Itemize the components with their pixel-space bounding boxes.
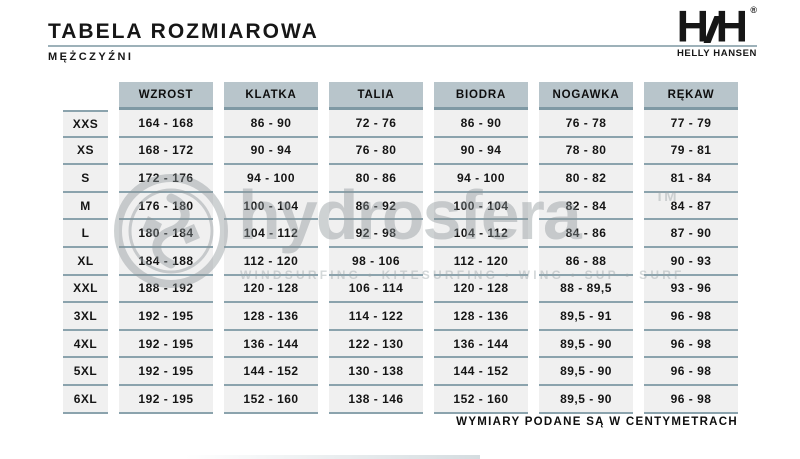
- row-size-label: S: [63, 165, 108, 193]
- registered-trademark-icon: ®: [750, 5, 757, 15]
- size-cell: 112 - 120: [434, 247, 528, 276]
- size-cell: 89,5 - 90: [539, 358, 633, 386]
- size-cell: 77 - 79: [644, 110, 738, 138]
- row-size-label: 5XL: [63, 358, 108, 386]
- size-cell: 144 - 152: [224, 358, 318, 386]
- row-size-label: XXL: [63, 275, 108, 304]
- size-cell: 94 - 100: [434, 165, 528, 193]
- size-cell: 144 - 152: [434, 358, 528, 386]
- page-subtitle: MĘŻCZYŹNI: [48, 51, 134, 63]
- size-cell: 96 - 98: [644, 358, 738, 386]
- row-size-label: XXS: [63, 110, 108, 138]
- size-cell: 192 - 195: [119, 303, 213, 331]
- size-cell: 89,5 - 90: [539, 330, 633, 359]
- size-cell: 76 - 80: [329, 137, 423, 166]
- size-cell: 164 - 168: [119, 110, 213, 138]
- table-corner: [63, 82, 108, 110]
- size-cell: 98 - 106: [329, 247, 423, 276]
- size-cell: 86 - 92: [329, 192, 423, 221]
- size-cell: 92 - 98: [329, 220, 423, 248]
- size-cell: 84 - 87: [644, 192, 738, 221]
- size-cell: 104 - 112: [224, 220, 318, 248]
- size-cell: 76 - 78: [539, 110, 633, 138]
- size-cell: 152 - 160: [434, 385, 528, 414]
- size-cell: 192 - 195: [119, 385, 213, 414]
- size-cell: 120 - 128: [434, 275, 528, 304]
- size-cell: 94 - 100: [224, 165, 318, 193]
- page-title: TABELA ROZMIAROWA: [48, 20, 319, 43]
- size-cell: 80 - 82: [539, 165, 633, 193]
- row-size-label: M: [63, 192, 108, 221]
- size-cell: 86 - 88: [539, 247, 633, 276]
- size-cell: 122 - 130: [329, 330, 423, 359]
- size-cell: 84 - 86: [539, 220, 633, 248]
- size-cell: 184 - 188: [119, 247, 213, 276]
- brand-name: HELLY HANSEN: [676, 48, 757, 59]
- size-cell: 120 - 128: [224, 275, 318, 304]
- title-divider: [48, 45, 757, 47]
- size-cell: 138 - 146: [329, 385, 423, 414]
- size-cell: 112 - 120: [224, 247, 318, 276]
- size-cell: 90 - 94: [224, 137, 318, 166]
- size-cell: 79 - 81: [644, 137, 738, 166]
- column-header: NOGAWKA: [539, 82, 633, 110]
- size-cell: 90 - 93: [644, 247, 738, 276]
- column-header: TALIA: [329, 82, 423, 110]
- size-cell: 80 - 86: [329, 165, 423, 193]
- size-cell: 93 - 96: [644, 275, 738, 304]
- column-header: RĘKAW: [644, 82, 738, 110]
- size-cell: 130 - 138: [329, 358, 423, 386]
- size-cell: 172 - 176: [119, 165, 213, 193]
- row-size-label: XL: [63, 247, 108, 276]
- size-cell: 96 - 98: [644, 330, 738, 359]
- row-size-label: 6XL: [63, 385, 108, 414]
- size-cell: 176 - 180: [119, 192, 213, 221]
- size-cell: 86 - 90: [434, 110, 528, 138]
- size-cell: 180 - 184: [119, 220, 213, 248]
- hh-logo-icon: H H ®: [677, 1, 757, 52]
- size-cell: 114 - 122: [329, 303, 423, 331]
- size-cell: 72 - 76: [329, 110, 423, 138]
- size-cell: 128 - 136: [224, 303, 318, 331]
- size-cell: 168 - 172: [119, 137, 213, 166]
- size-cell: 128 - 136: [434, 303, 528, 331]
- size-cell: 89,5 - 91: [539, 303, 633, 331]
- hh-logo-letter-right: H: [715, 1, 749, 52]
- row-size-label: L: [63, 220, 108, 248]
- size-cell: 100 - 104: [434, 192, 528, 221]
- size-cell: 96 - 98: [644, 385, 738, 414]
- column-header: BIODRA: [434, 82, 528, 110]
- size-cell: 152 - 160: [224, 385, 318, 414]
- size-cell: 106 - 114: [329, 275, 423, 304]
- size-cell: 90 - 94: [434, 137, 528, 166]
- size-cell: 86 - 90: [224, 110, 318, 138]
- size-cell: 87 - 90: [644, 220, 738, 248]
- size-cell: 78 - 80: [539, 137, 633, 166]
- units-footnote: WYMIARY PODANE SĄ W CENTYMETRACH: [456, 416, 738, 428]
- column-header: WZROST: [119, 82, 213, 110]
- size-cell: 104 - 112: [434, 220, 528, 248]
- size-cell: 82 - 84: [539, 192, 633, 221]
- size-table: WZROST KLATKA TALIA BIODRA NOGAWKA RĘKAW XXS 16…: [63, 82, 738, 414]
- column-header: KLATKA: [224, 82, 318, 110]
- size-cell: 136 - 144: [434, 330, 528, 359]
- size-cell: 192 - 195: [119, 330, 213, 359]
- row-size-label: XS: [63, 137, 108, 166]
- size-cell: 81 - 84: [644, 165, 738, 193]
- size-cell: 88 - 89,5: [539, 275, 633, 304]
- size-cell: 136 - 144: [224, 330, 318, 359]
- row-size-label: 4XL: [63, 330, 108, 359]
- size-cell: 100 - 104: [224, 192, 318, 221]
- next-section-strip: [185, 455, 480, 459]
- row-size-label: 3XL: [63, 303, 108, 331]
- size-cell: 96 - 98: [644, 303, 738, 331]
- helly-hansen-logo: H H ® HELLY HANSEN: [676, 1, 757, 59]
- size-cell: 188 - 192: [119, 275, 213, 304]
- size-cell: 89,5 - 90: [539, 385, 633, 414]
- size-cell: 192 - 195: [119, 358, 213, 386]
